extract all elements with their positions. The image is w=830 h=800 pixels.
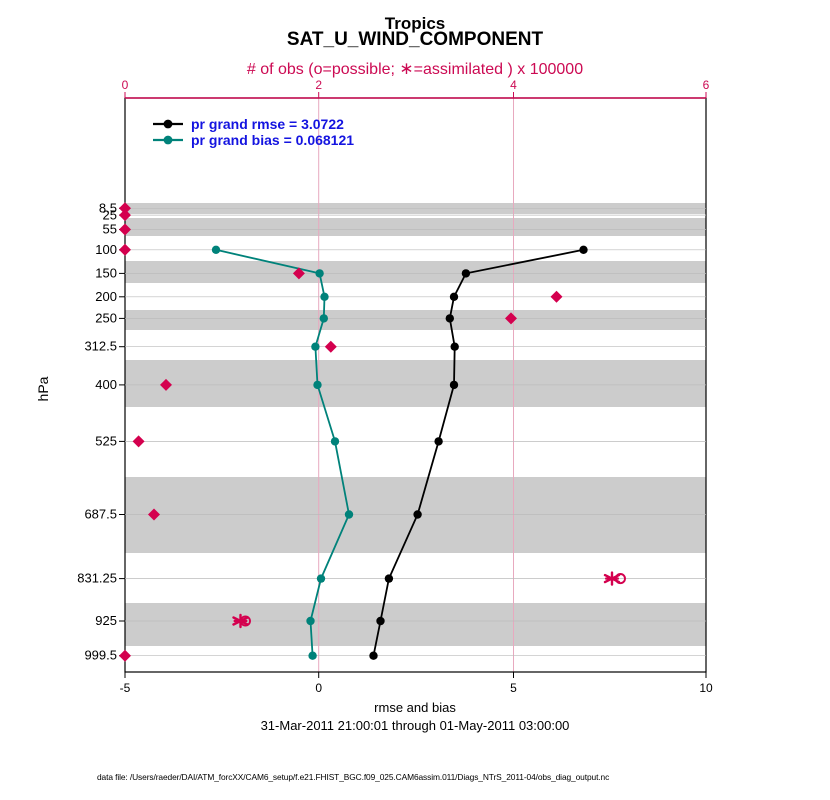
- svg-text:925: 925: [95, 613, 117, 628]
- svg-text:pr grand bias = 0.068121: pr grand bias = 0.068121: [191, 132, 354, 148]
- svg-text:100: 100: [95, 242, 117, 257]
- svg-text:831.25: 831.25: [77, 571, 117, 586]
- svg-text:0: 0: [315, 681, 322, 695]
- svg-text:312.5: 312.5: [84, 339, 117, 354]
- svg-text:6: 6: [703, 78, 710, 92]
- svg-text:5: 5: [510, 681, 517, 695]
- svg-text:-5: -5: [120, 681, 131, 695]
- svg-text:400: 400: [95, 377, 117, 392]
- svg-text:999.5: 999.5: [84, 648, 117, 663]
- svg-text:250: 250: [95, 311, 117, 326]
- svg-text:pr grand rmse = 3.0722: pr grand rmse = 3.0722: [191, 116, 344, 132]
- svg-text:10: 10: [699, 681, 713, 695]
- svg-text:525: 525: [95, 434, 117, 449]
- svg-text:hPa: hPa: [35, 376, 51, 401]
- svg-text:687.5: 687.5: [84, 507, 117, 522]
- svg-text:150: 150: [95, 266, 117, 281]
- svg-text:25: 25: [103, 208, 117, 223]
- svg-text:2: 2: [315, 78, 322, 92]
- svg-text:0: 0: [122, 78, 129, 92]
- svg-text:55: 55: [103, 222, 117, 237]
- svg-text:200: 200: [95, 289, 117, 304]
- svg-text:4: 4: [510, 78, 517, 92]
